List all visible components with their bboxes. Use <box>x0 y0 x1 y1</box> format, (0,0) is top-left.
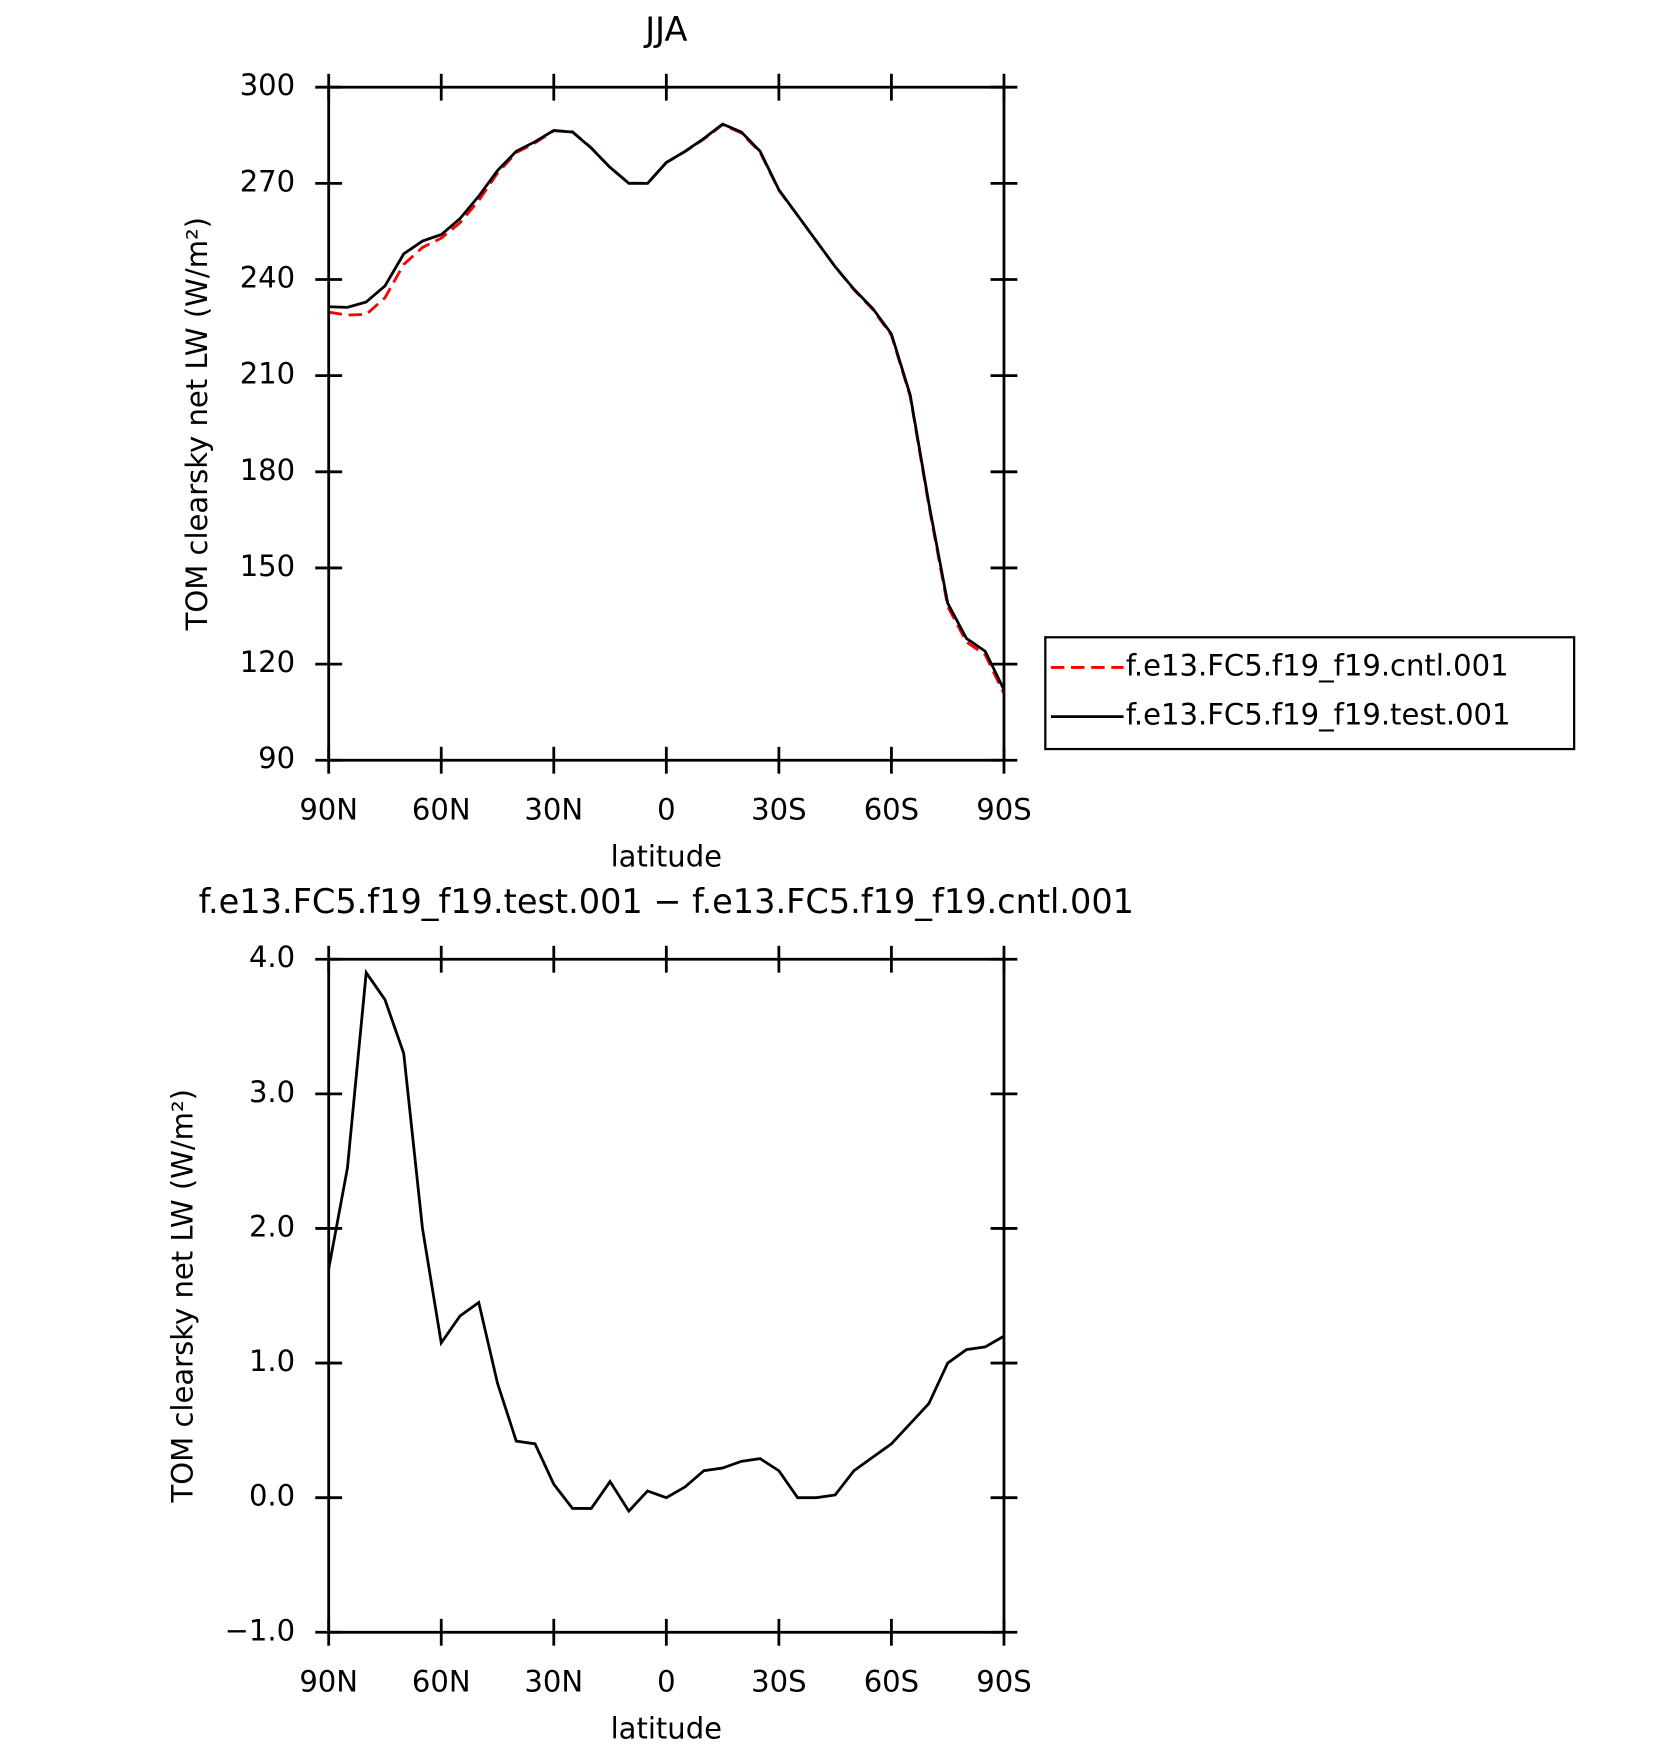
y-tick-label: 270 <box>240 164 295 198</box>
y-tick-label: 240 <box>240 261 295 295</box>
x-tick-label: 30N <box>524 1665 583 1699</box>
y-axis-label: TOM clearsky net LW (W/m²) <box>180 217 214 631</box>
legend-label: f.e13.FC5.f19_f19.test.001 <box>1126 698 1511 732</box>
y-tick-label: 3.0 <box>249 1075 295 1109</box>
x-tick-label: 30S <box>751 1665 806 1699</box>
x-tick-label: 60N <box>412 793 471 827</box>
x-tick-label: 30N <box>524 793 583 827</box>
y-tick-label: 210 <box>240 357 295 391</box>
charts: JJA latitude TOM clearsky net LW (W/m²) 90N… <box>165 10 1576 1746</box>
x-tick-label: 60N <box>412 1665 471 1699</box>
y-tick-label: 150 <box>240 549 295 583</box>
x-tick-label: 90N <box>299 793 358 827</box>
x-tick-label: 0 <box>657 793 675 827</box>
x-axis-label: latitude <box>611 1712 722 1746</box>
y-tick-label: 120 <box>240 645 295 679</box>
x-tick-label: 0 <box>657 1665 675 1699</box>
y-tick-label: 1.0 <box>249 1344 295 1378</box>
y-tick-label: 0.0 <box>249 1479 295 1513</box>
x-axis-label: latitude <box>611 840 722 874</box>
chart-title: f.e13.FC5.f19_f19.test.001 − f.e13.FC5.f… <box>199 882 1134 921</box>
y-tick-label: 180 <box>240 453 295 487</box>
legend-box <box>1044 636 1576 751</box>
y-axis-label: TOM clearsky net LW (W/m²) <box>165 1089 199 1503</box>
x-tick-label: 90S <box>976 793 1031 827</box>
plot-frame <box>327 957 1006 1634</box>
y-tick-label: 4.0 <box>249 940 295 974</box>
plot-frame <box>327 85 1006 762</box>
y-tick-label: 2.0 <box>249 1209 295 1243</box>
data-line <box>327 968 1005 1514</box>
x-tick-label: 60S <box>864 793 919 827</box>
data-line <box>328 123 1006 695</box>
y-tick-label: −1.0 <box>225 1613 296 1647</box>
y-tick-label: 300 <box>240 68 295 102</box>
x-tick-label: 60S <box>864 1665 919 1699</box>
x-tick-label: 30S <box>751 793 806 827</box>
y-tick-label: 90 <box>258 741 295 775</box>
legend-label: f.e13.FC5.f19_f19.cntl.001 <box>1126 648 1509 682</box>
chart-title: JJA <box>643 10 687 49</box>
data-line <box>328 122 1006 691</box>
x-tick-label: 90N <box>299 1665 358 1699</box>
x-tick-label: 90S <box>976 1665 1031 1699</box>
